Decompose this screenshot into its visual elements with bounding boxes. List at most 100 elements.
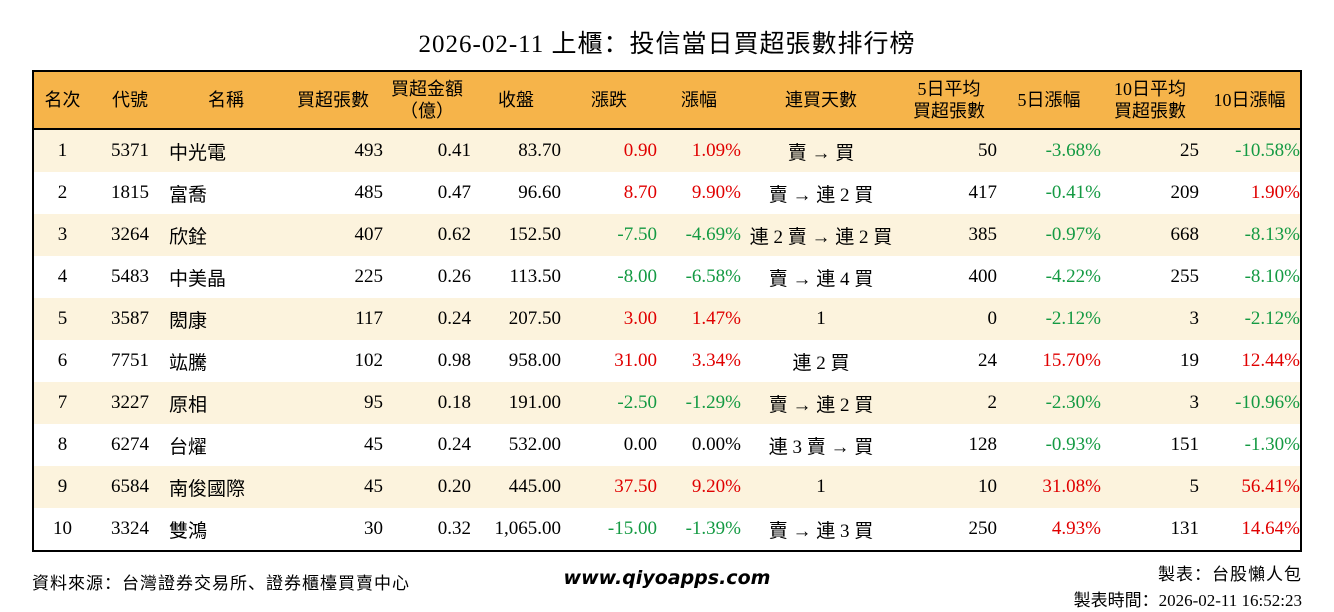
rank-cell: 1 <box>57 140 68 161</box>
col-header-avg10-volume: 10日平均 買超張數 <box>1101 71 1199 130</box>
pct10-cell: -10.58% <box>1235 140 1300 161</box>
table-row: 7 3227 原相 95 0.18 191.00 -2.50 -1.29% 賣 → 連 2 買 2… <box>33 382 1301 424</box>
close-cell: 207.50 <box>508 308 561 329</box>
close-cell: 96.60 <box>518 182 561 203</box>
rank-cell: 8 <box>57 434 68 455</box>
close-cell: 152.50 <box>508 224 561 245</box>
code-cell: 3587 <box>111 308 149 329</box>
pct10-cell: -2.12% <box>1244 308 1300 329</box>
net-buy-volume-cell: 485 <box>354 182 384 203</box>
buy-streak-cell: 連 3 賣 → 買 <box>768 436 874 458</box>
net-buy-volume-cell: 407 <box>354 224 384 245</box>
pct5-cell: -0.41% <box>1045 182 1101 203</box>
col-header-pct5: 5日漲幅 <box>997 71 1101 130</box>
net-buy-amount-cell: 0.98 <box>437 350 471 371</box>
avg10-volume-cell: 131 <box>1170 518 1200 539</box>
avg5-volume-cell: 417 <box>968 182 998 203</box>
change-cell: 31.00 <box>614 350 657 371</box>
name-cell: 欣銓 <box>169 226 208 248</box>
pct5-cell: -2.12% <box>1045 308 1101 329</box>
avg5-volume-cell: 10 <box>978 476 997 497</box>
avg5-volume-cell: 0 <box>987 308 998 329</box>
col-header-change: 漲跌 <box>561 71 657 130</box>
avg10-volume-cell: 3 <box>1189 392 1200 413</box>
buy-streak-cell: 賣 → 連 2 買 <box>768 394 874 416</box>
report-maker: 製表：台股懶人包 <box>1158 565 1302 584</box>
net-buy-amount-cell: 0.62 <box>437 224 471 245</box>
code-cell: 6274 <box>111 434 149 455</box>
rank-cell: 6 <box>57 350 68 371</box>
avg5-volume-cell: 385 <box>968 224 998 245</box>
net-buy-amount-cell: 0.47 <box>437 182 471 203</box>
table-row: 6 7751 竑騰 102 0.98 958.00 31.00 3.34% 連 2 買 24 15.… <box>33 340 1301 382</box>
net-buy-volume-cell: 45 <box>364 476 383 497</box>
website-watermark: www.qiyoapps.com <box>563 567 771 589</box>
code-cell: 7751 <box>111 350 149 371</box>
net-buy-volume-cell: 493 <box>354 140 384 161</box>
avg5-volume-cell: 250 <box>968 518 998 539</box>
avg5-volume-cell: 128 <box>968 434 998 455</box>
net-buy-volume-cell: 117 <box>355 308 383 329</box>
change-pct-cell: -1.29% <box>685 392 741 413</box>
change-cell: -15.00 <box>607 518 657 539</box>
net-buy-volume-cell: 225 <box>354 266 384 287</box>
avg10-volume-cell: 209 <box>1170 182 1200 203</box>
pct5-cell: -0.93% <box>1045 434 1101 455</box>
change-cell: -8.00 <box>617 266 657 287</box>
change-cell: 0.90 <box>623 140 657 161</box>
header-row: 名次 代號 名稱 買超張數 買超金額 （億） 收盤 漲跌 漲幅 連買天數 5日平… <box>33 71 1301 130</box>
col-header-code: 代號 <box>91 71 169 130</box>
change-cell: 8.70 <box>623 182 657 203</box>
ranking-table: 名次 代號 名稱 買超張數 買超金額 （億） 收盤 漲跌 漲幅 連買天數 5日平… <box>32 70 1302 552</box>
net-buy-amount-cell: 0.20 <box>437 476 471 497</box>
change-pct-cell: 0.00% <box>691 434 741 455</box>
buy-streak-cell: 賣 → 連 4 買 <box>768 268 874 290</box>
avg10-volume-cell: 19 <box>1180 350 1199 371</box>
code-cell: 6584 <box>111 476 149 497</box>
close-cell: 113.50 <box>509 266 561 287</box>
pct10-cell: -1.30% <box>1244 434 1300 455</box>
col-header-name: 名稱 <box>169 71 283 130</box>
table-row: 1 5371 中光電 493 0.41 83.70 0.90 1.09% 賣 → 買 50 -3.6… <box>33 129 1301 172</box>
close-cell: 83.70 <box>518 140 561 161</box>
net-buy-amount-cell: 0.24 <box>437 308 471 329</box>
avg5-volume-cell: 400 <box>968 266 998 287</box>
pct5-cell: -4.22% <box>1045 266 1101 287</box>
table-row: 8 6274 台燿 45 0.24 532.00 0.00 0.00% 連 3 賣 → 買 128… <box>33 424 1301 466</box>
change-pct-cell: -6.58% <box>685 266 741 287</box>
table-header: 名次 代號 名稱 買超張數 買超金額 （億） 收盤 漲跌 漲幅 連買天數 5日平… <box>33 71 1301 130</box>
pct5-cell: -2.30% <box>1045 392 1101 413</box>
avg5-volume-cell: 24 <box>978 350 997 371</box>
name-cell: 南俊國際 <box>169 478 246 500</box>
rank-cell: 5 <box>57 308 68 329</box>
change-cell: 0.00 <box>623 434 657 455</box>
code-cell: 3264 <box>111 224 149 245</box>
pct10-cell: -8.13% <box>1244 224 1300 245</box>
pct5-cell: 4.93% <box>1051 518 1101 539</box>
col-header-change-pct: 漲幅 <box>657 71 741 130</box>
buy-streak-cell: 1 <box>816 308 826 329</box>
change-pct-cell: 1.09% <box>691 140 741 161</box>
pct5-cell: -3.68% <box>1045 140 1101 161</box>
avg10-volume-cell: 151 <box>1170 434 1200 455</box>
change-pct-cell: -4.69% <box>685 224 741 245</box>
table-body: 1 5371 中光電 493 0.41 83.70 0.90 1.09% 賣 → 買 50 -3.6… <box>33 129 1301 551</box>
name-cell: 中美晶 <box>169 268 227 290</box>
code-cell: 3324 <box>111 518 149 539</box>
code-cell: 1815 <box>111 182 149 203</box>
net-buy-amount-cell: 0.32 <box>437 518 471 539</box>
col-header-net-buy-volume: 買超張數 <box>283 71 383 130</box>
col-header-net-buy-amount: 買超金額 （億） <box>383 71 471 130</box>
rank-cell: 10 <box>53 518 72 539</box>
net-buy-amount-cell: 0.24 <box>437 434 471 455</box>
change-pct-cell: 9.90% <box>691 182 741 203</box>
avg5-volume-cell: 50 <box>978 140 997 161</box>
change-pct-cell: 9.20% <box>691 476 741 497</box>
name-cell: 中光電 <box>169 142 227 164</box>
change-cell: -2.50 <box>617 392 657 413</box>
pct10-cell: 12.44% <box>1241 350 1300 371</box>
col-header-close: 收盤 <box>471 71 561 130</box>
buy-streak-cell: 賣 → 買 <box>787 142 855 164</box>
avg10-volume-cell: 5 <box>1189 476 1200 497</box>
avg10-volume-cell: 3 <box>1189 308 1200 329</box>
